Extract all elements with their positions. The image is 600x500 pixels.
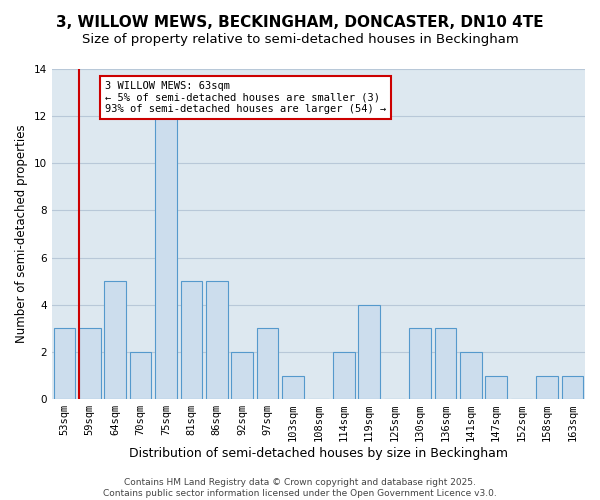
Bar (257, 328, 278, 399)
X-axis label: Distribution of semi-detached houses by size in Beckingham: Distribution of semi-detached houses by … (129, 447, 508, 460)
Text: 3, WILLOW MEWS, BECKINGHAM, DONCASTER, DN10 4TE: 3, WILLOW MEWS, BECKINGHAM, DONCASTER, D… (56, 15, 544, 30)
Bar (181, 281, 202, 399)
Text: Contains HM Land Registry data © Crown copyright and database right 2025.
Contai: Contains HM Land Registry data © Crown c… (103, 478, 497, 498)
Y-axis label: Number of semi-detached properties: Number of semi-detached properties (15, 124, 28, 344)
Bar (562, 376, 583, 399)
Bar (53, 328, 75, 399)
Bar (206, 281, 227, 399)
Bar (434, 328, 456, 399)
Bar (155, 116, 177, 399)
Bar (485, 376, 507, 399)
Bar (536, 376, 557, 399)
Bar (358, 305, 380, 399)
Bar (333, 352, 355, 399)
Bar (232, 352, 253, 399)
Bar (282, 376, 304, 399)
Text: Size of property relative to semi-detached houses in Beckingham: Size of property relative to semi-detach… (82, 32, 518, 46)
Bar (409, 328, 431, 399)
Bar (460, 352, 482, 399)
Bar (130, 352, 151, 399)
Bar (104, 281, 126, 399)
Bar (79, 328, 101, 399)
Text: 3 WILLOW MEWS: 63sqm
← 5% of semi-detached houses are smaller (3)
93% of semi-de: 3 WILLOW MEWS: 63sqm ← 5% of semi-detach… (105, 81, 386, 114)
